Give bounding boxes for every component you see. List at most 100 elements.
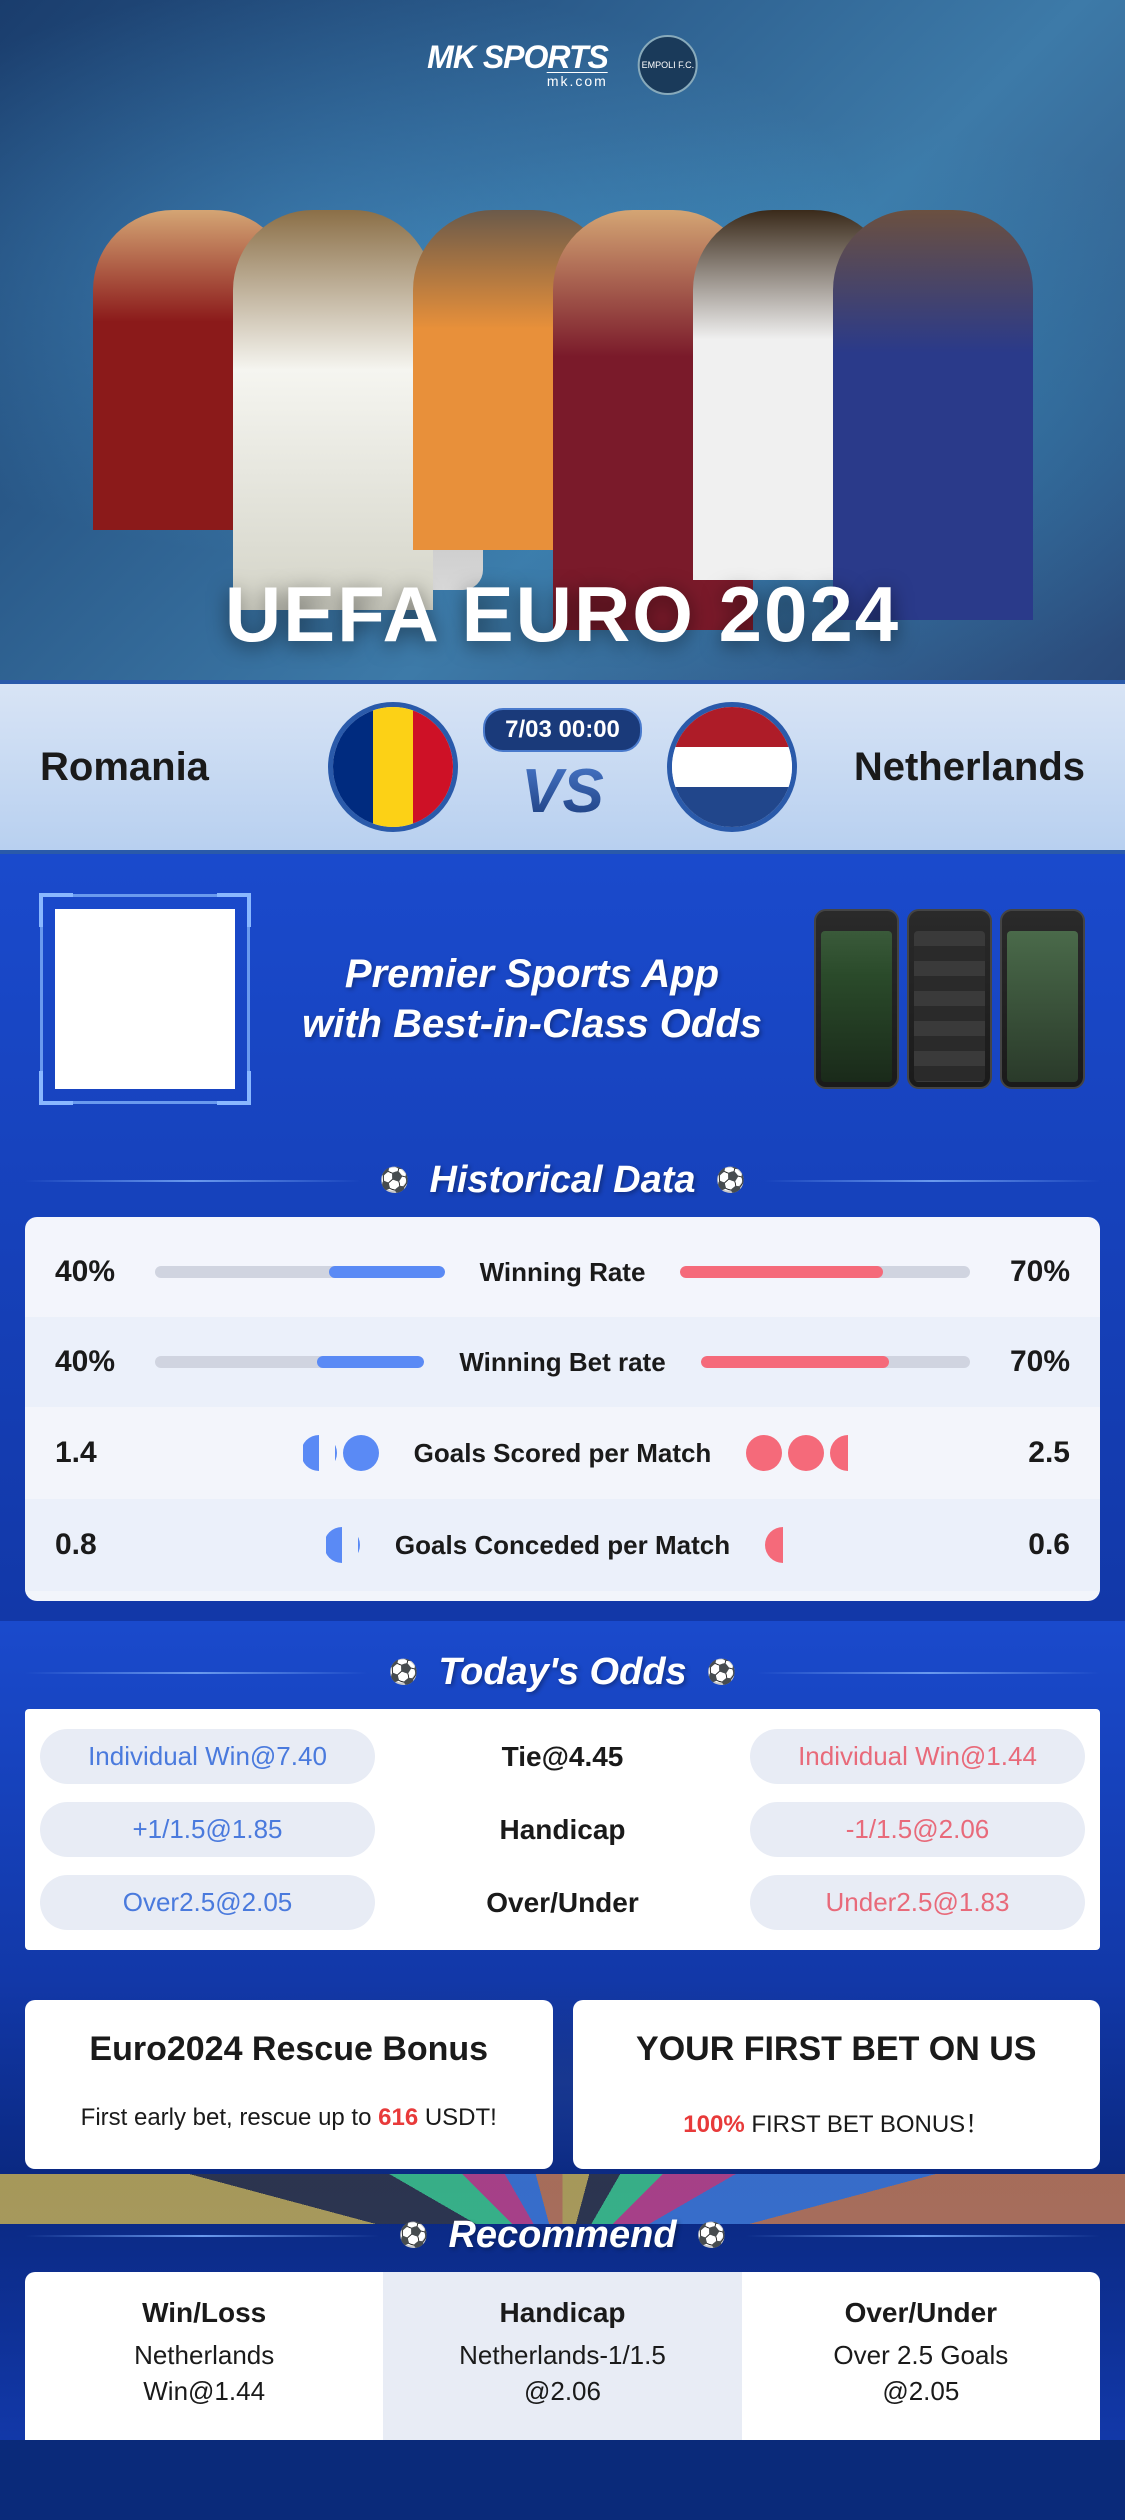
home-bar-track [155,1356,424,1368]
bonus-card[interactable]: Euro2024 Rescue Bonus First early bet, r… [25,2000,553,2169]
away-bar-fill [680,1266,883,1278]
half-ball-icon [324,1527,360,1563]
away-team-name: Netherlands [797,745,1085,790]
recommend-value: Netherlands-1/1.5 [398,2337,726,2373]
recommend-column[interactable]: Win/Loss Netherlands Win@1.44 [25,2272,383,2440]
brand-name: MK SPORTS [427,43,608,72]
recommend-head: Over/Under [757,2297,1085,2329]
stat-label: Winning Bet rate [444,1347,680,1378]
recommend-column[interactable]: Handicap Netherlands-1/1.5 @2.06 [383,2272,741,2440]
home-value: 40% [55,1345,135,1379]
odds-center-label: Handicap [395,1802,730,1857]
away-bar-track [701,1356,970,1368]
logo-row: MK SPORTS mk.com EMPOLI F.C. [427,35,698,95]
home-team-name: Romania [40,745,328,790]
qr-code-icon [55,909,235,1089]
stat-label: Winning Rate [465,1257,661,1288]
soccer-ball-icon: ⚽ [380,1166,410,1195]
ball-icon [343,1435,379,1471]
qr-code-frame[interactable] [40,894,250,1104]
promo-line1: Premier Sports App [285,949,779,999]
vs-label: VS [483,756,642,827]
half-ball-icon [301,1435,337,1471]
recommend-section-title: ⚽ Recommend ⚽ [25,2214,1100,2257]
main-panel: Premier Sports App with Best-in-Class Od… [0,854,1125,1621]
away-flag-icon [667,702,797,832]
home-bar-fill [329,1266,445,1278]
club-badge: EMPOLI F.C. [638,35,698,95]
bonus-panel: Euro2024 Rescue Bonus First early bet, r… [0,1980,1125,2184]
bonus-subtitle: First early bet, rescue up to 616 USDT! [50,2104,528,2132]
soccer-ball-icon: ⚽ [388,1658,418,1687]
bonus-subtitle: 100% FIRST BET BONUS！ [598,2104,1076,2139]
match-bar: Romania 7/03 00:00 VS Netherlands [0,680,1125,854]
recommend-odds: @2.06 [398,2373,726,2409]
recommend-grid: Win/Loss Netherlands Win@1.44 Handicap N… [25,2272,1100,2440]
phone-icon [814,909,899,1089]
recommend-odds: Win@1.44 [40,2373,368,2409]
brand-domain: mk.com [547,72,608,88]
half-ball-icon [765,1527,801,1563]
section-title-text: Recommend [448,2214,676,2257]
away-bar-track [680,1266,970,1278]
home-value: 1.4 [55,1436,135,1470]
away-value: 70% [990,1345,1070,1379]
recommend-value: Netherlands [40,2337,368,2373]
historical-row: 40% Winning Bet rate 70% [25,1317,1100,1407]
historical-section-title: ⚽ Historical Data ⚽ [25,1159,1100,1202]
recommend-column[interactable]: Over/Under Over 2.5 Goals @2.05 [742,2272,1100,2440]
home-balls [155,1527,360,1563]
half-ball-icon [830,1435,866,1471]
recommend-head: Win/Loss [40,2297,368,2329]
bonus-row: Euro2024 Rescue Bonus First early bet, r… [25,2000,1100,2169]
home-flag-icon [328,702,458,832]
odds-grid: Individual Win@7.40 Tie@4.45 Individual Wi… [25,1709,1100,1950]
home-odds-pill[interactable]: Over2.5@2.05 [40,1875,375,1930]
ball-icon [788,1435,824,1471]
odds-center-label: Over/Under [395,1875,730,1930]
odds-section-title: ⚽ Today's Odds ⚽ [25,1651,1100,1694]
club-name: EMPOLI F.C. [642,60,695,70]
odds-panel: ⚽ Today's Odds ⚽ Individual Win@7.40 Tie@… [0,1621,1125,1980]
away-value: 2.5 [990,1436,1070,1470]
away-odds-pill[interactable]: -1/1.5@2.06 [750,1802,1085,1857]
home-value: 40% [55,1255,135,1289]
away-value: 70% [990,1255,1070,1289]
bonus-title: YOUR FIRST BET ON US [598,2030,1076,2069]
recommend-panel: ⚽ Recommend ⚽ Win/Loss Netherlands Win@1… [0,2184,1125,2440]
phone-icon [907,909,992,1089]
promo-row: Premier Sports App with Best-in-Class Od… [25,884,1100,1144]
home-odds-pill[interactable]: +1/1.5@1.85 [40,1802,375,1857]
stat-label: Goals Scored per Match [399,1438,727,1469]
section-title-text: Today's Odds [438,1651,686,1694]
promo-text: Premier Sports App with Best-in-Class Od… [285,949,779,1049]
away-odds-pill[interactable]: Under2.5@1.83 [750,1875,1085,1930]
hero-banner: MK SPORTS mk.com EMPOLI F.C. UEFA EURO 2… [0,0,1125,680]
historical-row: 0.8 Goals Conceded per Match 0.6 [25,1499,1100,1591]
home-bar-track [155,1266,445,1278]
historical-row: 1.4 Goals Scored per Match 2.5 [25,1407,1100,1499]
historical-row: 40% Winning Rate 70% [25,1227,1100,1317]
soccer-ball-icon: ⚽ [697,2221,727,2250]
ball-icon [746,1435,782,1471]
soccer-ball-icon: ⚽ [716,1166,746,1195]
bonus-card[interactable]: YOUR FIRST BET ON US 100% FIRST BET BONU… [573,2000,1101,2169]
phone-icon [1000,909,1085,1089]
recommend-head: Handicap [398,2297,726,2329]
away-odds-pill[interactable]: Individual Win@1.44 [750,1729,1085,1784]
odds-center-label: Tie@4.45 [395,1729,730,1784]
home-odds-pill[interactable]: Individual Win@7.40 [40,1729,375,1784]
brand-logo: MK SPORTS mk.com [427,43,608,87]
bonus-title: Euro2024 Rescue Bonus [50,2030,528,2069]
soccer-ball-icon: ⚽ [399,2221,429,2250]
away-balls [746,1435,970,1471]
home-balls [155,1435,379,1471]
match-datetime: 7/03 00:00 [483,708,642,752]
players-graphic [0,170,1125,590]
historical-data-card: 40% Winning Rate 70% 40% Winning Bet rat… [25,1217,1100,1601]
soccer-ball-icon: ⚽ [707,1658,737,1687]
stat-label: Goals Conceded per Match [380,1530,745,1561]
hero-title: UEFA EURO 2024 [0,569,1125,660]
recommend-odds: @2.05 [757,2373,1085,2409]
phone-mockups [814,909,1085,1089]
